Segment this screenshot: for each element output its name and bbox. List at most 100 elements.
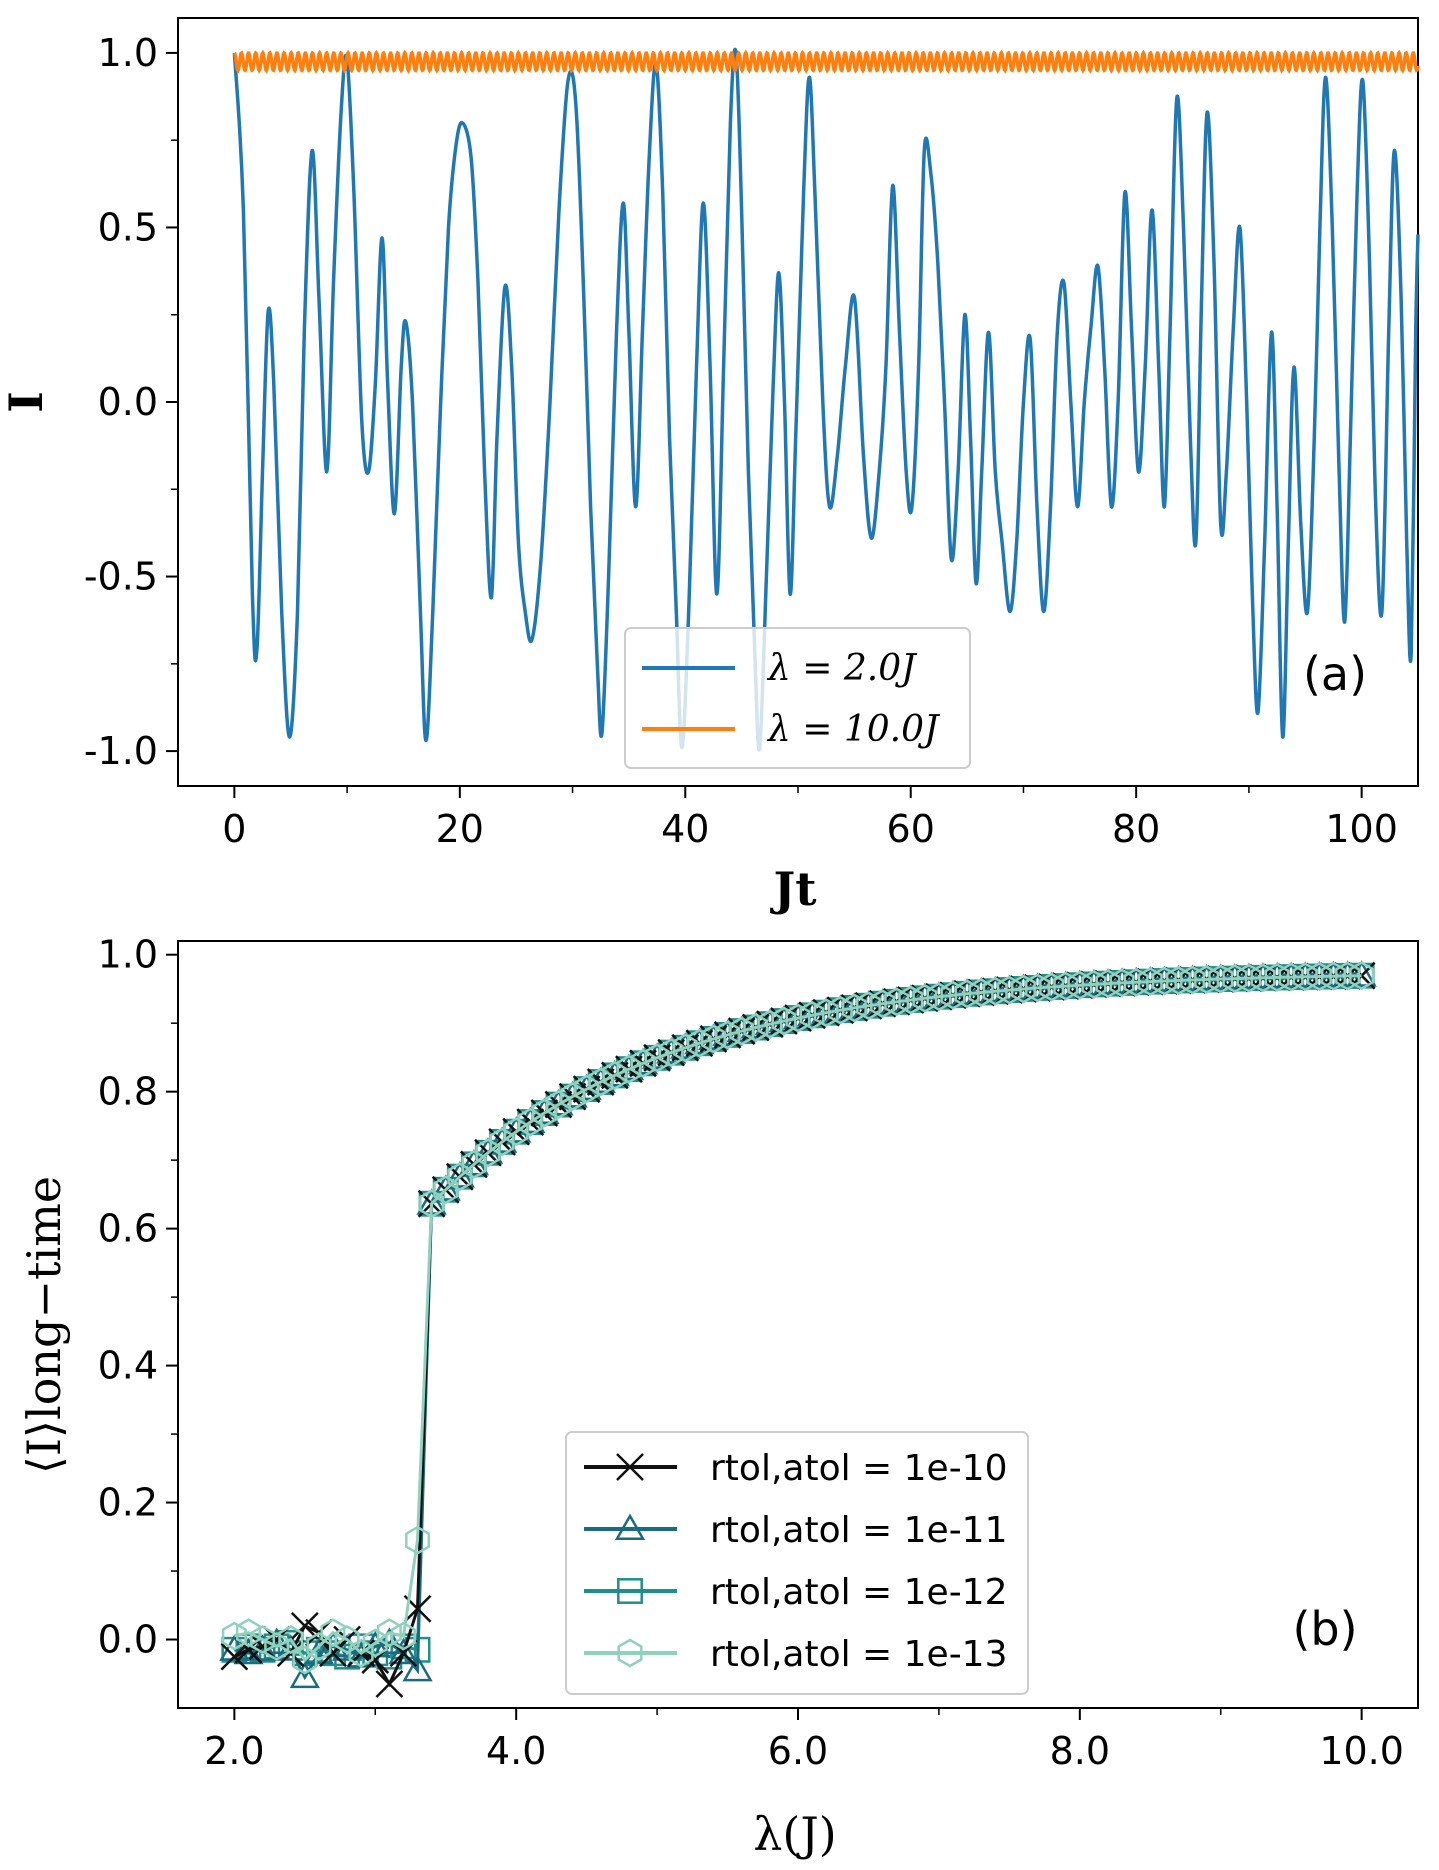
data-point	[278, 1625, 304, 1654]
data-point	[289, 1661, 320, 1689]
data-point	[306, 1631, 332, 1661]
panel-a-xtick-label: 0	[222, 807, 246, 851]
panel-b-xtick-label: 2.0	[204, 1729, 264, 1773]
panel-a-ytick-label: 0.5	[98, 205, 158, 249]
data-point	[334, 1625, 360, 1654]
data-point	[250, 1625, 276, 1654]
data-point	[221, 1621, 247, 1651]
data-point	[405, 1525, 431, 1555]
data-point	[447, 1162, 473, 1192]
data-point	[1236, 963, 1262, 993]
data-point	[658, 1038, 684, 1068]
data-point	[390, 1621, 416, 1651]
data-point	[672, 1033, 698, 1063]
panel-b-xtick-label: 6.0	[768, 1729, 828, 1773]
panel-b-tick-labels: 2.0 4.0 6.0 8.0 10.0 1.0 0.8 0.6 0.4 0.2 0.0	[98, 933, 1404, 1773]
data-point	[1250, 963, 1276, 993]
legend-label-lambda-2: λ = 2.0J	[766, 648, 918, 689]
data-point	[388, 1637, 419, 1665]
data-point	[1151, 966, 1177, 996]
data-point	[1180, 965, 1206, 995]
data-point	[1346, 960, 1377, 987]
data-point	[475, 1138, 501, 1168]
panel-b-xlabel: λ(J)	[753, 1807, 837, 1861]
data-point	[827, 995, 853, 1025]
panel-a: 0 20 40 60 80 100 1.0 0.5 0.0 -0.5 -1.0 Jt I (a) λ…	[0, 17, 1420, 916]
data-point	[489, 1127, 515, 1157]
data-point	[1264, 962, 1290, 992]
data-point	[290, 1611, 319, 1640]
data-point	[531, 1098, 557, 1128]
data-point	[1039, 972, 1065, 1002]
data-point	[1010, 974, 1036, 1004]
data-point-stroke	[290, 1611, 319, 1640]
data-point	[841, 993, 867, 1023]
panel-b-legend-markers	[614, 1453, 646, 1668]
data-point	[870, 989, 896, 1019]
panel-b-ytick-label: 0.8	[98, 1070, 158, 1114]
data-point	[1320, 961, 1346, 991]
data-point	[461, 1149, 487, 1179]
legend-marker-stroke	[616, 1453, 644, 1481]
data-point	[220, 1642, 249, 1671]
data-point	[1123, 967, 1149, 997]
panel-a-label: (a)	[1303, 647, 1367, 701]
panel-b-ytick-label: 0.0	[98, 1618, 158, 1662]
data-point	[1335, 961, 1361, 991]
data-point	[686, 1028, 712, 1058]
data-point	[235, 1618, 261, 1648]
data-point	[1222, 964, 1248, 994]
panel-b-ylabel: ⟨I⟩long−time	[17, 1176, 71, 1474]
panel-a-xlabel: Jt	[769, 862, 817, 916]
data-point	[616, 1054, 642, 1084]
data-point	[855, 991, 881, 1021]
data-point	[1095, 969, 1121, 999]
panel-b-xtick-label: 10.0	[1319, 1729, 1404, 1773]
panel-a-xtick-label: 60	[887, 807, 935, 851]
legend-marker	[616, 1453, 644, 1481]
legend-marker	[617, 1578, 643, 1604]
data-point	[954, 979, 980, 1009]
data-point	[1165, 966, 1191, 995]
panel-b-label: (b)	[1292, 1602, 1357, 1656]
data-point	[402, 1654, 433, 1682]
legend-label-1e-11: rtol,atol = 1e-11	[710, 1510, 1008, 1551]
panel-b-series	[219, 960, 1377, 1698]
data-point	[545, 1090, 571, 1120]
data-point	[996, 975, 1022, 1005]
data-point	[430, 1174, 461, 1201]
data-point	[644, 1043, 670, 1073]
panel-a-ytick-label: 1.0	[98, 31, 158, 75]
data-point	[560, 1082, 586, 1112]
data-point-stroke	[403, 1594, 432, 1623]
panel-a-ytick-label: -1.0	[84, 729, 158, 773]
data-point	[940, 980, 966, 1010]
data-point	[419, 1189, 445, 1219]
data-point	[757, 1009, 783, 1039]
panel-b-ytick-label: 1.0	[98, 933, 158, 977]
legend-marker	[617, 1638, 643, 1668]
data-point	[715, 1020, 741, 1050]
data-point	[1053, 971, 1079, 1001]
panel-a-ticks	[166, 51, 1363, 798]
data-point	[1137, 967, 1163, 997]
panel-a-series	[232, 47, 1420, 752]
data-point	[926, 982, 952, 1012]
data-point	[771, 1006, 797, 1036]
data-point	[898, 985, 924, 1015]
panel-a-tick-labels: 0 20 40 60 80 100 1.0 0.5 0.0 -0.5 -1.0	[84, 31, 1398, 851]
panel-a-legend-box	[624, 627, 971, 769]
panel-b-xtick-label: 8.0	[1050, 1729, 1110, 1773]
panel-b-xtick-label: 4.0	[486, 1729, 546, 1773]
panel-a-xtick-label: 80	[1112, 807, 1160, 851]
data-point	[1109, 968, 1135, 998]
panel-a-ytick-label: 0.0	[98, 380, 158, 424]
data-point	[799, 1000, 825, 1030]
panel-a-ylabel: I	[0, 391, 53, 413]
panel-b-ticks	[166, 953, 1363, 1720]
data-point	[743, 1013, 769, 1042]
series-line	[234, 974, 1362, 1663]
panel-a-xtick-label: 20	[436, 807, 484, 851]
data-point	[375, 1670, 404, 1698]
